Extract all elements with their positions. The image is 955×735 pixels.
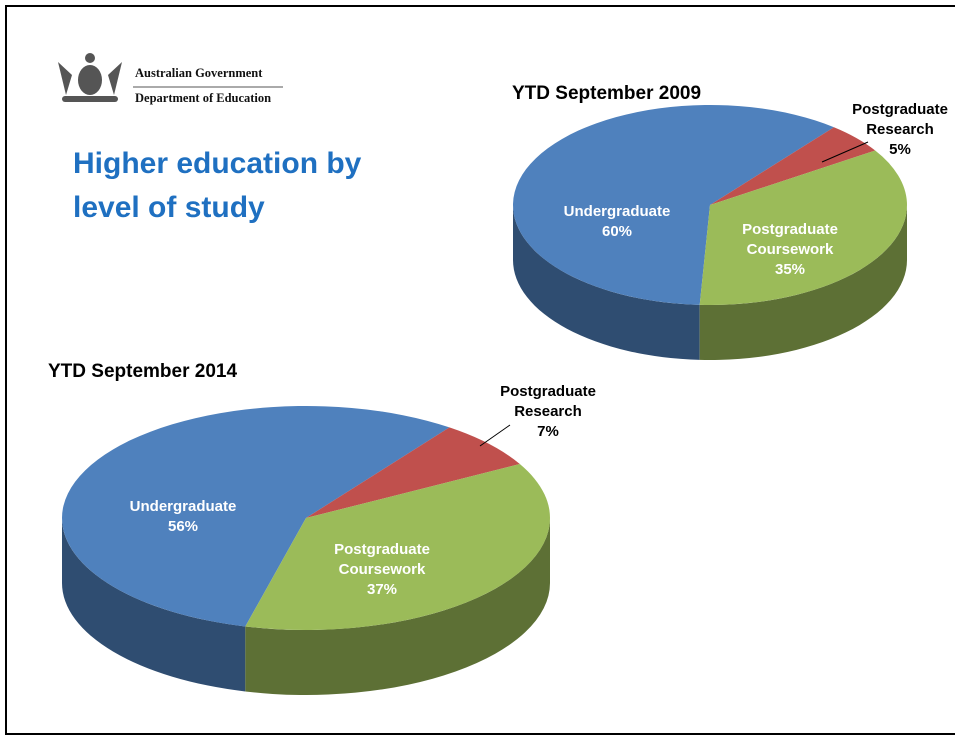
value-label: 60% — [555, 222, 680, 242]
pie-title: YTD September 2009 — [512, 83, 701, 105]
logo-crest — [58, 53, 122, 102]
category-label: Undergraduate — [555, 202, 680, 222]
value-label: 5% — [838, 140, 955, 160]
slide: Australian Government Department of Educ… — [0, 0, 955, 720]
value-label: 37% — [320, 580, 445, 600]
value-label: 7% — [486, 422, 611, 442]
category-label: Postgraduate Research — [486, 382, 611, 422]
pie-title: YTD September 2014 — [48, 361, 237, 383]
value-label: 56% — [121, 517, 246, 537]
dept-name: Department of Education — [135, 91, 271, 106]
category-label: Undergraduate — [121, 497, 246, 517]
category-label: Postgraduate Coursework — [728, 220, 853, 260]
value-label: 35% — [728, 260, 853, 280]
org-name: Australian Government — [135, 66, 262, 81]
chart — [0, 0, 955, 720]
slide-title: Higher education by level of study — [73, 142, 413, 230]
category-label: Postgraduate Research — [838, 100, 955, 140]
category-label: Postgraduate Coursework — [320, 540, 445, 580]
